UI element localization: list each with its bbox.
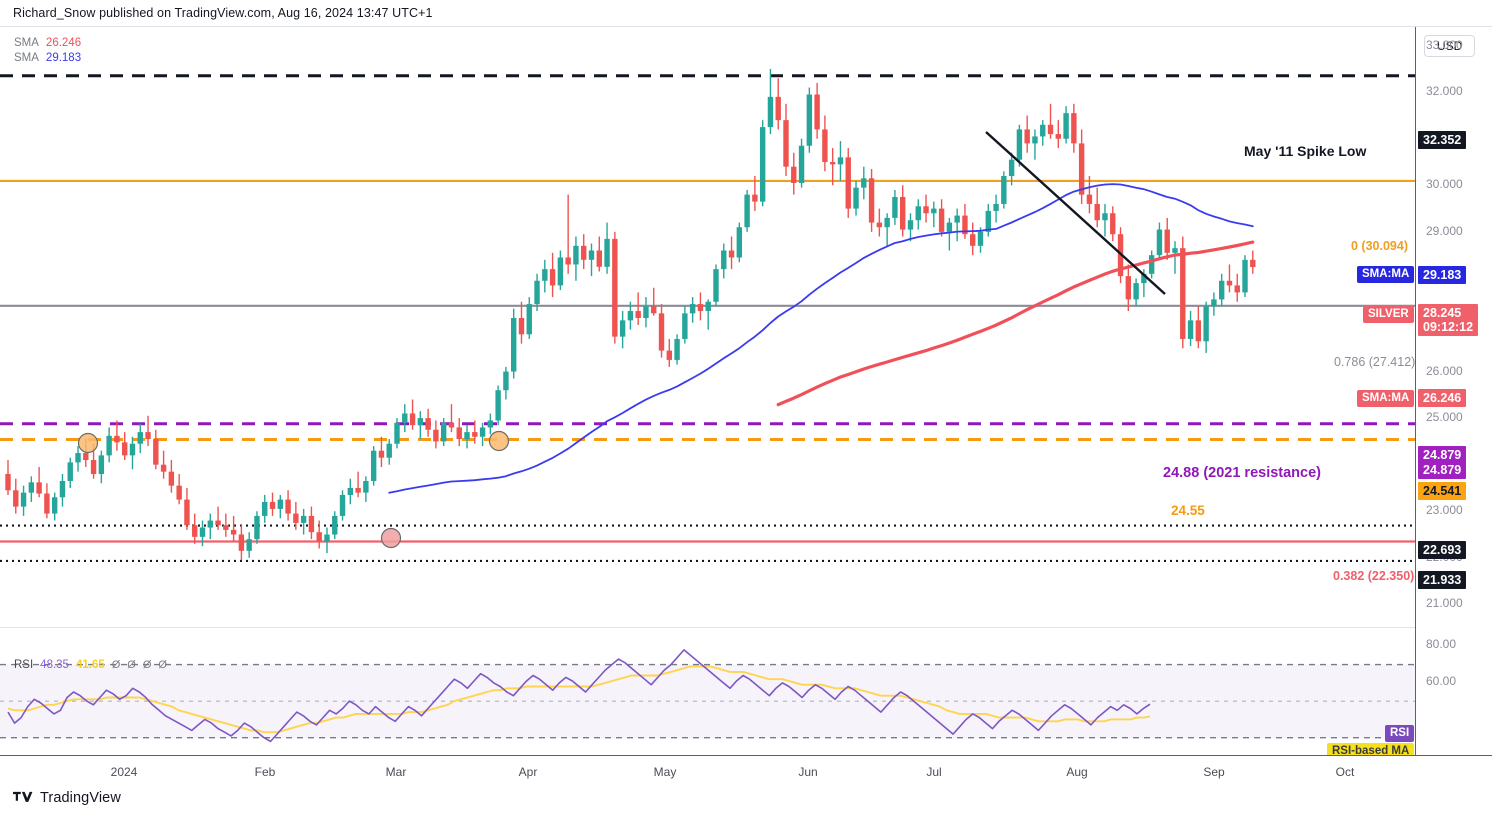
y-tick-23: 23.000 (1426, 503, 1463, 518)
rsi-legend-name: RSI (14, 659, 34, 671)
price-pane[interactable] (0, 27, 1415, 623)
price-tag-level-2455: 24.541 (1418, 482, 1467, 500)
silver-badge: SILVER (1363, 306, 1414, 323)
rsi-legend-na-1: Ø (127, 659, 136, 671)
legend-sma-slow-value: 26.246 (45, 37, 82, 49)
marker-2-icon[interactable] (488, 430, 510, 452)
annotation-may-11-spike-low: May '11 Spike Low (1244, 143, 1367, 159)
y-tick-30: 30.000 (1426, 177, 1463, 192)
sma-slow-line (776, 240, 1255, 407)
y-tick-33: 33.000 (1426, 37, 1463, 52)
rsi-legend: RSI 48.35 41.65 Ø Ø Ø Ø (14, 659, 167, 671)
price-tag-last-price: 28.245 09:12:12 (1418, 304, 1479, 336)
legend-row-sma-fast: SMA 29.183 (14, 51, 81, 66)
tradingview-brand: TradingView (40, 790, 121, 806)
annotation-resistance-2021: 24.88 (2021 resistance) (1163, 465, 1321, 481)
price-chart-svg[interactable] (0, 27, 1415, 623)
tradingview-footer: TradingView (13, 790, 121, 806)
rsi-line (7, 649, 1151, 743)
x-tick-feb: Feb (254, 765, 276, 779)
rsi-badge: RSI (1385, 725, 1415, 742)
rsi-legend-ma-value: 41.65 (75, 659, 105, 671)
candlestick-series[interactable] (5, 68, 1256, 561)
x-tick-mar: Mar (385, 765, 407, 779)
marker-1-icon[interactable] (77, 432, 99, 454)
annotation-level-24-55: 24.55 (1171, 503, 1205, 518)
rsi-legend-na-0: Ø (111, 659, 121, 671)
annotation-fib-0: 0 (30.094) (1351, 239, 1408, 253)
rsi-band-fill (0, 664, 1415, 738)
rsi-chart-svg[interactable] (0, 628, 1415, 755)
price-tag-swing-low: 21.933 (1418, 571, 1467, 589)
downtrend-line[interactable] (985, 131, 1166, 295)
currency-chip[interactable]: USD (1424, 35, 1476, 57)
rsi-legend-na-2: Ø (142, 659, 152, 671)
price-tag-last-time: 09:12:12 (1423, 320, 1474, 334)
y-tick-21: 21.000 (1426, 596, 1463, 611)
legend-sma-fast-name: SMA (14, 52, 39, 64)
price-tag-spike-low: 32.352 (1418, 131, 1467, 149)
price-axis-right[interactable]: USD 33.00032.00031.00030.00029.00028.000… (1415, 27, 1492, 755)
legend-sma-fast-value: 29.183 (45, 52, 82, 64)
rsi-legend-value: 48.35 (40, 659, 69, 671)
tradingview-logo-icon (13, 791, 33, 802)
price-tag-last-value: 28.245 (1423, 306, 1462, 320)
annotation-fib-0382: 0.382 (22.350) (1333, 569, 1415, 583)
y-tick-25: 25.000 (1426, 410, 1463, 425)
x-tick-apr: Apr (518, 765, 538, 779)
x-tick-oct: Oct (1335, 765, 1355, 779)
y-tick-29: 29.000 (1426, 223, 1463, 238)
price-tag-fib-382: 22.693 (1418, 541, 1467, 559)
price-tag-res-dash: 24.879 (1418, 461, 1467, 479)
price-tag-sma-fast: 29.183 (1418, 266, 1467, 284)
price-tag-sma-slow: 26.246 (1418, 389, 1467, 407)
annotation-fib-0786: 0.786 (27.412) (1334, 355, 1416, 369)
publisher-byline: Richard_Snow published on TradingView.co… (13, 6, 433, 20)
sma-fast-badge: SMA:MA (1357, 266, 1415, 283)
y-tick-32: 32.000 (1426, 84, 1463, 99)
legend-row-sma-slow: SMA 26.246 (14, 36, 81, 51)
x-tick-2024: 2024 (110, 765, 138, 779)
x-tick-jun: Jun (798, 765, 818, 779)
price-tag-res-2021: 24.879 (1418, 446, 1467, 464)
x-tick-may: May (653, 765, 677, 779)
rsi-legend-na-3: Ø (158, 659, 167, 671)
marker-3-icon[interactable] (380, 527, 402, 549)
rsi-y-tick-80: 80.00 (1426, 637, 1457, 652)
rsi-y-tick-60: 60.00 (1426, 673, 1457, 688)
time-axis-bottom[interactable]: 2024 Feb Mar Apr May Jun Jul Aug Sep Oct (0, 755, 1492, 787)
y-tick-26: 26.000 (1426, 363, 1463, 378)
x-tick-aug: Aug (1066, 765, 1088, 779)
sma-slow-badge: SMA:MA (1357, 390, 1415, 407)
price-legend: SMA 26.246 SMA 29.183 (14, 36, 81, 66)
x-tick-jul: Jul (926, 765, 942, 779)
x-tick-sep: Sep (1203, 765, 1225, 779)
rsi-pane[interactable] (0, 627, 1415, 755)
sma-fast-line (388, 183, 1254, 494)
chart-frame: SMA 26.246 SMA 29.183 May '11 Spike Low 0… (0, 26, 1492, 787)
legend-sma-slow-name: SMA (14, 37, 39, 49)
